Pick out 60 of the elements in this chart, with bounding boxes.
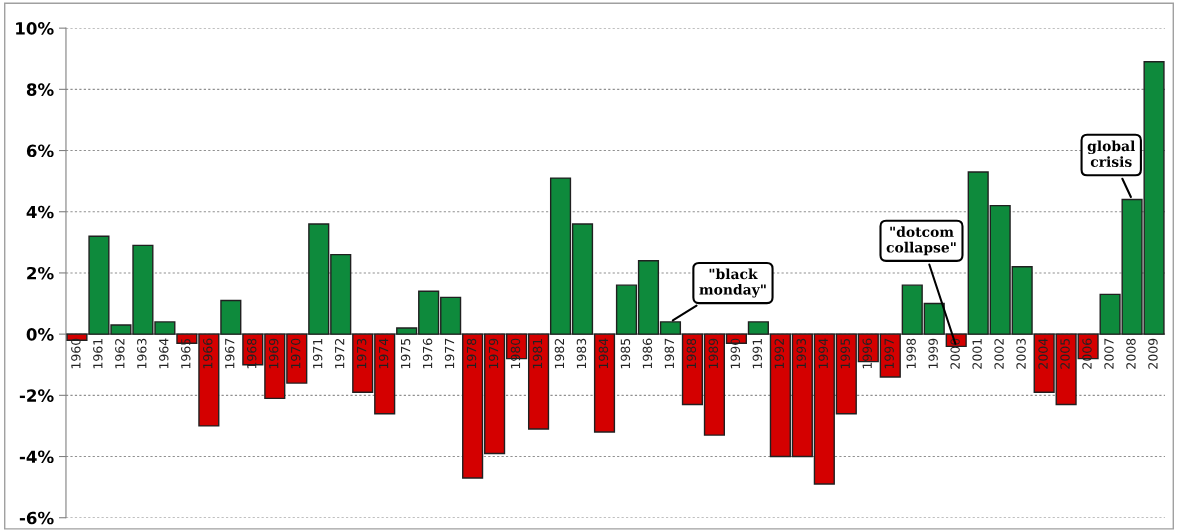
x-tick-label: 2004 <box>1038 338 1048 369</box>
x-tick-label: 1980 <box>510 338 521 369</box>
y-tick-label: 8% <box>26 83 54 96</box>
x-tick-label: 1993 <box>796 338 806 369</box>
x-tick-label: 1974 <box>378 338 389 369</box>
annotation: "black monday" <box>699 268 766 298</box>
y-tick-label: 0% <box>26 328 54 341</box>
x-tick-label: 1964 <box>159 338 169 369</box>
x-tick-label: 1972 <box>334 339 345 369</box>
annotation: global crisis <box>1087 140 1136 167</box>
x-tick-label: 1991 <box>752 338 763 369</box>
x-tick-label: 1960 <box>71 338 81 369</box>
x-tick-label: 1997 <box>884 338 894 369</box>
y-tick-label: 6% <box>26 144 54 158</box>
x-tick-label: 1999 <box>928 338 938 369</box>
x-tick-label: 1988 <box>686 338 697 369</box>
x-tick-label: 1961 <box>93 338 103 369</box>
x-tick-label: 1989 <box>708 338 719 369</box>
y-tick-label: -6% <box>19 511 54 525</box>
x-tick-label: 1967 <box>225 338 235 369</box>
x-tick-label: 2003 <box>1016 338 1026 369</box>
x-tick-label: 1968 <box>246 338 257 369</box>
x-tick-label: 1966 <box>203 338 213 369</box>
x-tick-label: 1982 <box>554 339 565 369</box>
x-tick-label: 1978 <box>466 338 477 369</box>
annotation: "dotcom collapse" <box>886 226 956 256</box>
x-tick-label: 1969 <box>268 338 279 369</box>
x-tick-label: 1973 <box>356 338 367 369</box>
x-tick-label: 1970 <box>290 338 301 369</box>
y-tick-label: 2% <box>27 266 54 280</box>
x-tick-label: 1995 <box>840 338 850 369</box>
x-tick-label: 2005 <box>1060 338 1070 369</box>
x-tick-label: 1985 <box>620 338 631 369</box>
x-tick-label: 1986 <box>642 338 653 369</box>
x-tick-label: 1963 <box>137 338 147 369</box>
x-tick-label: 1992 <box>774 339 784 369</box>
x-tick-label: 2009 <box>1148 338 1158 369</box>
x-tick-label: 1975 <box>400 338 411 369</box>
x-tick-label: 1976 <box>422 338 433 369</box>
x-tick-label: 1962 <box>115 339 125 369</box>
x-tick-label: 1998 <box>906 338 916 369</box>
x-tick-label: 2006 <box>1082 338 1092 369</box>
y-tick-label: -2% <box>19 389 54 402</box>
y-tick-label: -4% <box>19 450 54 464</box>
x-tick-label: 2000 <box>950 338 960 369</box>
x-tick-label: 1983 <box>576 338 587 369</box>
x-tick-label: 1984 <box>598 338 609 369</box>
x-tick-label: 2001 <box>972 338 982 369</box>
x-tick-label: 1979 <box>488 338 499 369</box>
x-tick-label: 1994 <box>818 338 828 369</box>
x-tick-label: 1977 <box>444 338 455 369</box>
x-tick-label: 2002 <box>994 339 1004 369</box>
y-tick-label: 4% <box>26 205 54 219</box>
x-tick-label: 1987 <box>664 338 675 369</box>
x-tick-label: 1981 <box>532 338 543 369</box>
x-tick-label: 2008 <box>1126 338 1136 369</box>
y-tick-label: 10% <box>16 22 54 35</box>
x-tick-label: 1971 <box>312 338 323 369</box>
x-tick-label: 2007 <box>1104 338 1114 369</box>
x-tick-label: 1996 <box>862 338 872 369</box>
